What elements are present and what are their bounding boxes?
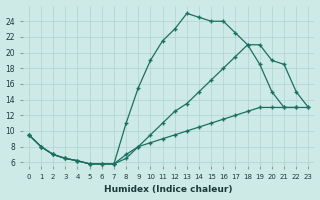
X-axis label: Humidex (Indice chaleur): Humidex (Indice chaleur) [104,185,233,194]
